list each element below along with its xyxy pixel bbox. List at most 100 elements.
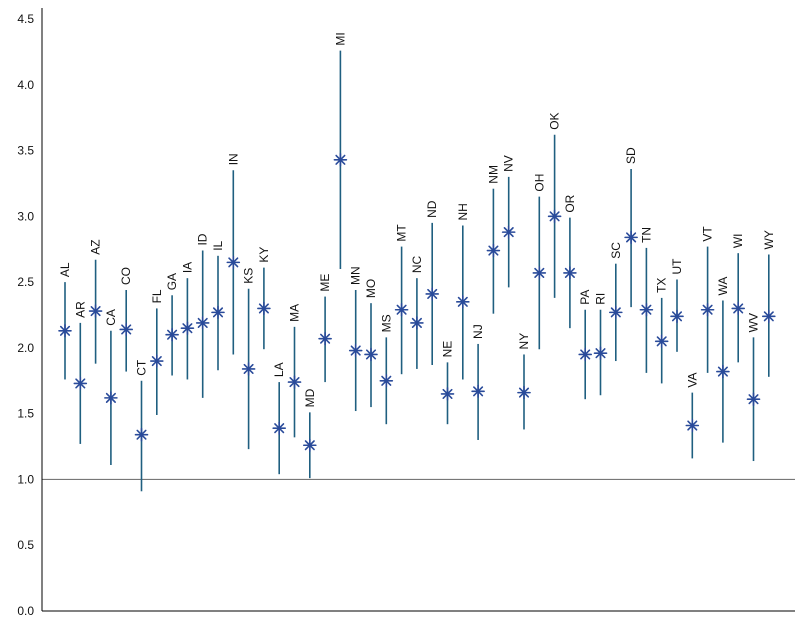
state-label: NH	[456, 203, 470, 220]
point-marker	[624, 230, 638, 245]
state-label: PA	[578, 290, 592, 305]
state-label: GA	[165, 273, 179, 290]
state-label: MI	[333, 32, 347, 45]
state-label: OR	[563, 194, 577, 212]
point-marker	[88, 304, 103, 318]
state-label: RI	[594, 293, 608, 305]
point-marker	[257, 301, 271, 316]
point-markers	[58, 152, 776, 453]
point-marker	[394, 302, 409, 317]
state-label: AR	[73, 301, 87, 318]
state-label: VT	[701, 226, 715, 242]
y-axis-ticks: 0.0 0.5 1.0 1.5 2.0 2.5 3.0 3.5 4.0 4.5	[17, 12, 34, 618]
point-marker	[272, 421, 287, 435]
state-label: WY	[762, 230, 776, 249]
state-label: TN	[639, 227, 653, 243]
y-tick-label: 3.0	[17, 209, 34, 223]
point-marker	[578, 347, 593, 362]
state-label: IN	[226, 153, 240, 165]
state-label: SD	[624, 147, 638, 164]
state-label: ND	[425, 200, 439, 218]
state-label: ME	[318, 274, 332, 292]
state-label: CT	[135, 359, 149, 376]
state-label: NJ	[471, 324, 485, 339]
point-marker	[241, 362, 256, 376]
point-marker	[364, 347, 378, 362]
point-marker	[593, 346, 608, 360]
state-label: LA	[272, 362, 286, 377]
state-label: CO	[119, 267, 133, 285]
point-marker	[731, 301, 746, 316]
point-marker	[455, 295, 470, 309]
state-label: FL	[150, 289, 164, 303]
point-marker	[104, 391, 118, 405]
point-marker	[685, 418, 700, 433]
y-tick-label: 4.0	[17, 78, 34, 92]
point-marker	[486, 243, 501, 258]
point-marker	[654, 334, 669, 349]
point-marker	[379, 373, 394, 388]
state-label: MS	[379, 314, 393, 332]
point-marker	[119, 322, 133, 337]
state-label: KY	[257, 247, 271, 263]
point-marker	[58, 323, 72, 338]
point-marker	[73, 376, 88, 391]
point-marker	[547, 209, 562, 224]
state-label: MN	[349, 266, 363, 285]
state-label: SC	[609, 242, 623, 259]
state-label: ID	[196, 233, 210, 245]
point-marker	[532, 266, 547, 280]
state-label: MD	[303, 388, 317, 407]
point-marker	[287, 375, 302, 389]
point-marker	[761, 309, 776, 324]
point-marker	[333, 152, 348, 167]
point-marker	[134, 427, 149, 442]
point-marker	[226, 255, 241, 270]
point-marker	[410, 316, 424, 330]
point-marker	[563, 266, 577, 280]
point-marker	[318, 331, 332, 346]
point-marker	[700, 302, 715, 317]
point-marker	[211, 305, 225, 320]
state-label: NC	[410, 255, 424, 273]
y-tick-label: 0.0	[17, 604, 34, 618]
state-label: KS	[242, 268, 256, 284]
state-label: OK	[548, 112, 562, 129]
y-tick-label: 0.5	[17, 538, 34, 552]
point-marker	[746, 392, 761, 406]
y-tick-label: 2.0	[17, 341, 34, 355]
y-tick-label: 4.5	[17, 12, 34, 26]
state-label: IA	[180, 262, 194, 273]
point-marker	[165, 327, 179, 342]
point-marker	[425, 287, 440, 301]
point-marker	[501, 225, 516, 239]
point-marker	[150, 354, 164, 368]
state-label: MO	[364, 279, 378, 298]
point-marker	[302, 438, 317, 453]
y-tick-label: 1.0	[17, 472, 34, 486]
state-label: NY	[517, 333, 531, 350]
point-marker	[195, 316, 210, 330]
state-label: MA	[288, 304, 302, 322]
point-marker	[440, 387, 455, 401]
point-marker	[517, 385, 531, 400]
state-label: MT	[395, 224, 409, 242]
state-label: WI	[731, 233, 745, 248]
state-label: WV	[747, 313, 761, 332]
state-label: UT	[670, 258, 684, 275]
y-tick-label: 1.5	[17, 407, 34, 421]
state-label: IL	[211, 240, 225, 250]
point-marker	[471, 384, 485, 399]
state-label: NE	[441, 341, 455, 358]
point-marker	[670, 309, 684, 324]
point-marker	[608, 305, 623, 320]
state-label: WA	[716, 277, 730, 296]
point-marker	[639, 302, 654, 317]
y-tick-label: 2.5	[17, 275, 34, 289]
state-label: VA	[685, 372, 699, 387]
state-label: CA	[104, 309, 118, 326]
state-label: OH	[532, 174, 546, 192]
state-label: NV	[502, 155, 516, 172]
